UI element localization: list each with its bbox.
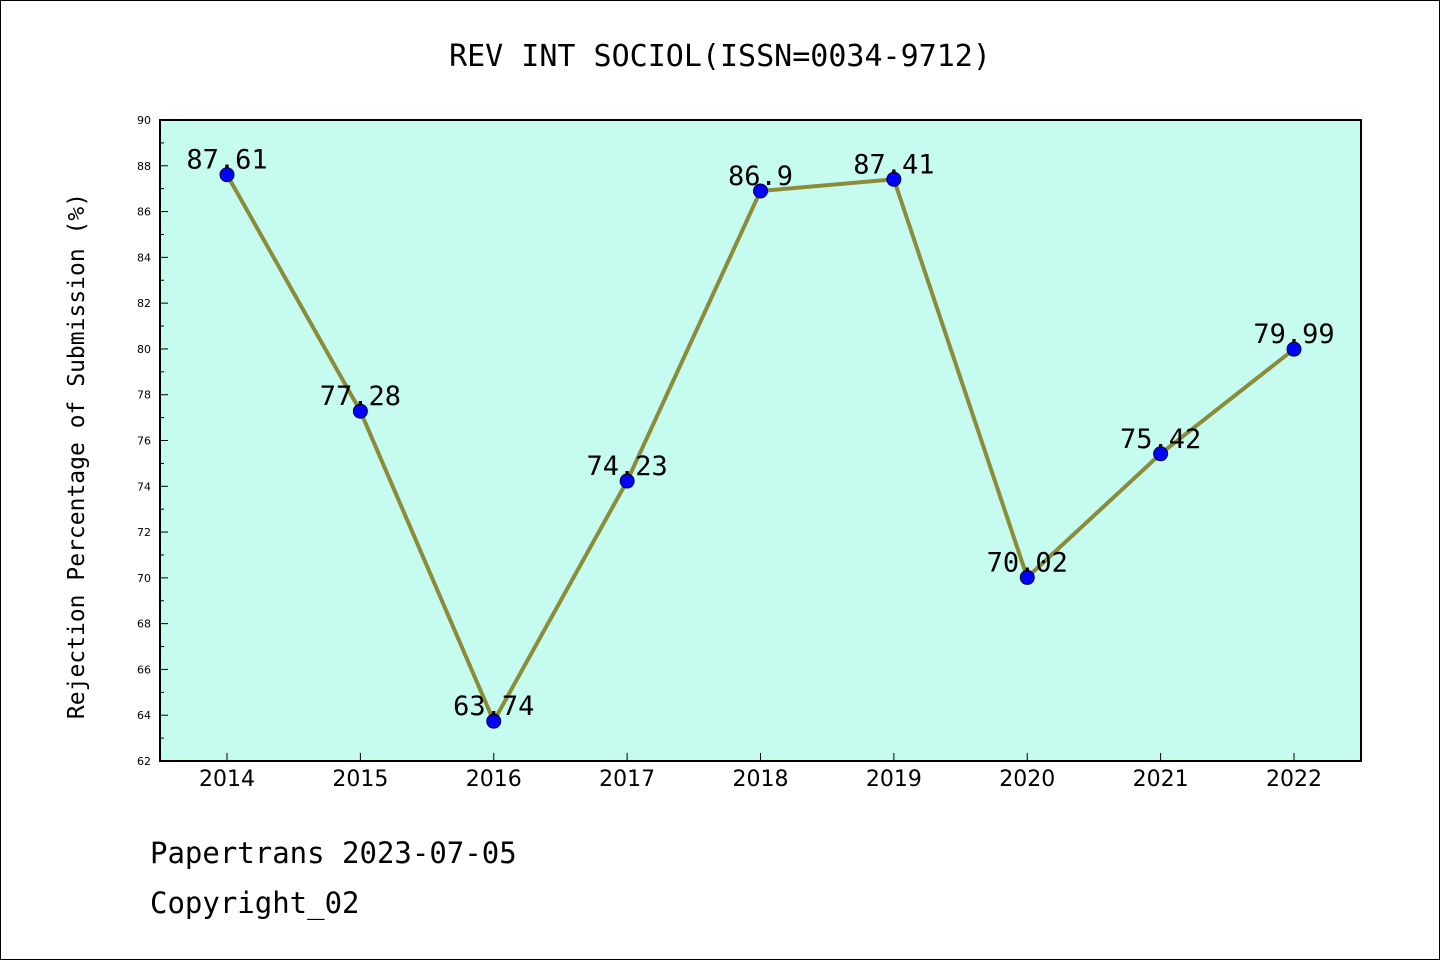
x-axis-ticks: 2014 2015 2016 2017 2018 2019 2020 2021 2022 [199, 753, 1322, 792]
y-tick-label: 82 [137, 297, 151, 310]
data-point [1153, 446, 1169, 462]
x-tick-label: 2014 [199, 767, 255, 792]
data-point [219, 167, 235, 183]
y-axis-ticks: 62 64 66 68 70 72 74 76 78 80 82 84 86 88 90 [137, 114, 168, 768]
data-point [619, 473, 635, 489]
data-point [886, 171, 902, 187]
x-tick-label: 2017 [599, 767, 655, 792]
x-tick-label: 2021 [1133, 767, 1189, 792]
data-label: 70.02 [987, 547, 1068, 578]
y-tick-label: 80 [137, 343, 151, 356]
x-tick-label: 2019 [866, 767, 922, 792]
y-axis-label: Rejection Percentage of Submission (%) [64, 193, 90, 719]
data-label: 79.99 [1253, 319, 1334, 350]
data-label: 74.23 [586, 451, 667, 482]
plot-area [159, 119, 1362, 762]
y-tick-label: 64 [137, 709, 151, 722]
y-tick-label: 88 [137, 160, 151, 173]
x-tick-label: 2018 [733, 767, 789, 792]
data-labels: 87.61 77.28 63.74 74.23 86.9 87.41 70.02 75.42 7… [186, 145, 1334, 722]
y-tick-label: 84 [137, 251, 151, 264]
y-tick-label: 68 [137, 618, 151, 631]
y-tick-label: 74 [137, 480, 151, 493]
x-tick-label: 2016 [466, 767, 522, 792]
data-point [1019, 569, 1035, 585]
y-tick-label: 62 [137, 755, 151, 768]
data-label: 86.9 [728, 161, 793, 192]
x-tick-label: 2022 [1266, 767, 1322, 792]
data-point [1286, 341, 1302, 357]
data-label: 87.41 [853, 149, 934, 180]
y-tick-label: 66 [137, 663, 151, 676]
y-tick-label: 72 [137, 526, 151, 539]
footer-copyright: Copyright_02 [150, 886, 360, 920]
data-point [753, 183, 768, 199]
x-tick-label: 2015 [332, 767, 388, 792]
chart-title: REV INT SOCIOL(ISSN=0034-9712) [449, 39, 991, 74]
footer-date: Papertrans 2023-07-05 [150, 836, 517, 870]
x-tick-label: 2020 [999, 767, 1055, 792]
data-label: 75.42 [1120, 424, 1201, 455]
y-tick-label: 76 [137, 435, 151, 448]
y-tick-label: 70 [137, 572, 151, 585]
data-points [219, 167, 1302, 729]
data-label: 63.74 [453, 691, 534, 722]
y-tick-label: 78 [137, 389, 151, 402]
data-point [486, 713, 502, 729]
y-tick-label: 86 [137, 206, 151, 219]
y-tick-label: 90 [137, 114, 151, 127]
data-label: 87.61 [186, 145, 267, 176]
data-label: 77.28 [320, 381, 401, 412]
data-point [352, 403, 368, 419]
